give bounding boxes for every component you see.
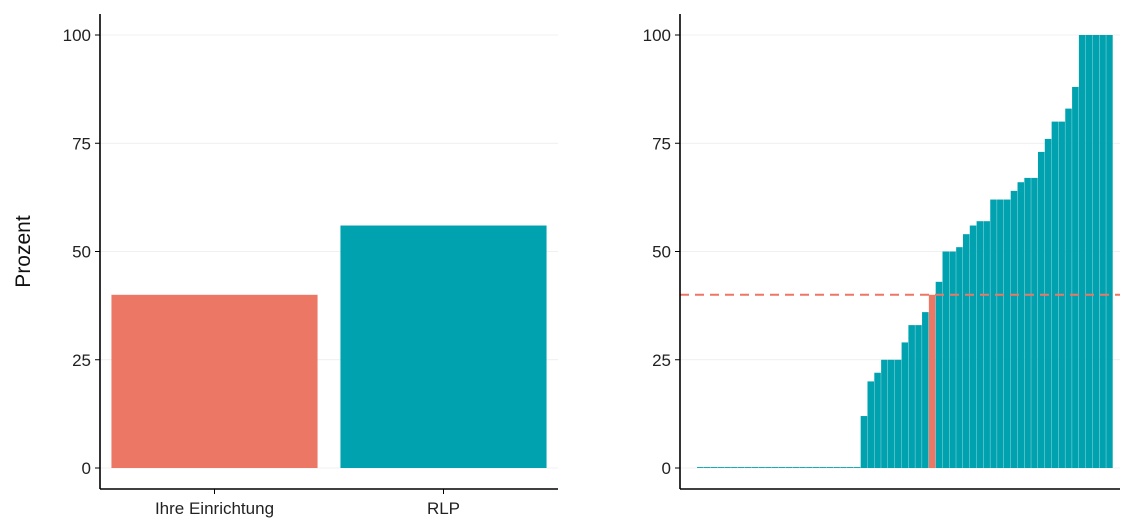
bar: [887, 359, 895, 468]
bar: [1024, 177, 1031, 468]
bar: [812, 467, 820, 468]
y-tick-label: 0: [82, 459, 91, 478]
bar: [935, 281, 943, 468]
bar: [874, 372, 881, 468]
y-tick-label: 50: [652, 243, 671, 262]
bar: [915, 325, 922, 468]
bar: [860, 416, 868, 468]
bar: [976, 221, 984, 468]
bar-highlight: [928, 294, 936, 468]
bar: [983, 221, 990, 468]
bar: [894, 359, 902, 468]
bar: [751, 467, 759, 468]
bar: [737, 467, 745, 468]
bar: [1010, 190, 1018, 468]
bar: [956, 247, 963, 468]
bar: [703, 467, 711, 468]
y-tick-label: 50: [72, 243, 91, 262]
bar: [833, 467, 840, 468]
y-tick-label: 25: [652, 351, 671, 370]
bar: [806, 467, 813, 468]
bar: [697, 467, 704, 468]
bar: [1099, 35, 1106, 468]
y-tick-label: 75: [652, 134, 671, 153]
bar: [1092, 35, 1100, 468]
bar: [881, 359, 888, 468]
bar: [901, 342, 909, 468]
bar: [1065, 108, 1072, 469]
bar: [724, 467, 731, 468]
bar: [772, 467, 779, 468]
y-tick-label: 25: [72, 351, 91, 370]
x-tick-label: Ihre Einrichtung: [155, 499, 274, 518]
x-tick-label: RLP: [427, 499, 460, 518]
bar: [853, 467, 861, 468]
bar: [840, 467, 847, 468]
bar: [942, 251, 950, 468]
bar: [799, 467, 806, 468]
bar: [819, 467, 827, 468]
y-tick-label: 100: [63, 26, 91, 45]
y-axis-title: Prozent: [12, 215, 35, 288]
bar: [867, 381, 875, 468]
chart-panel-right: 0 25 50 75 100: [643, 14, 1120, 490]
bar: [1044, 138, 1052, 469]
bar: [826, 467, 834, 468]
bar: [1017, 182, 1025, 468]
bar: [1085, 35, 1093, 468]
bar: [997, 199, 1004, 469]
bar: [765, 467, 772, 468]
bar: [962, 234, 970, 468]
bar: [1106, 35, 1113, 468]
bar-ihre-einrichtung: [111, 294, 318, 468]
bar: [949, 251, 956, 468]
bar: [758, 467, 765, 468]
bar: [731, 467, 738, 468]
bar-rlp: [340, 225, 547, 468]
bar: [1051, 121, 1059, 468]
bar: [1037, 151, 1045, 468]
bar: [1072, 86, 1079, 469]
chart-panel-left: Ihre Einrichtung RLP 0 25 50 75 100 Prozent: [12, 14, 558, 518]
bar: [710, 467, 718, 468]
bar: [717, 467, 724, 468]
bar: [778, 467, 786, 468]
bar: [1003, 199, 1011, 469]
bar: [792, 467, 799, 468]
bar: [1078, 35, 1086, 468]
y-tick-label: 75: [72, 134, 91, 153]
bar: [847, 467, 854, 468]
bar: [908, 325, 915, 468]
y-tick-label: 0: [662, 459, 671, 478]
bar: [1031, 177, 1038, 468]
bar: [744, 467, 752, 468]
bar: [922, 312, 929, 468]
bar: [969, 225, 977, 468]
bar: [785, 467, 793, 468]
y-tick-label: 100: [643, 26, 671, 45]
bar: [990, 199, 997, 469]
